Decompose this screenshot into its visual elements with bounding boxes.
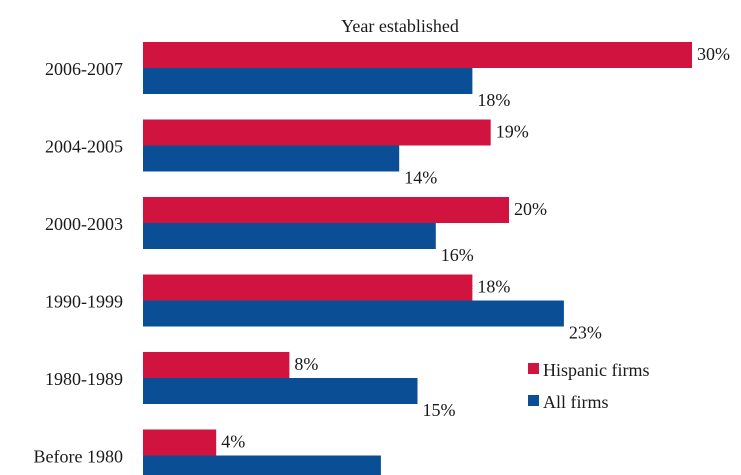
bar-all-firms-2004-2005 bbox=[143, 145, 400, 172]
data-label-hispanic-firms-1980-1989: 8% bbox=[294, 354, 318, 374]
data-label-hispanic-firms-1990-1999: 18% bbox=[477, 277, 510, 297]
legend-label-all-firms: All firms bbox=[543, 392, 609, 412]
data-label-all-firms-2000-2003: 16% bbox=[441, 245, 474, 265]
legend-swatch-hispanic-firms bbox=[528, 363, 539, 374]
data-label-all-firms-2006-2007: 18% bbox=[477, 90, 510, 110]
bar-all-firms-1990-1999 bbox=[143, 300, 564, 327]
bar-hispanic-firms-2000-2003 bbox=[143, 197, 509, 223]
chart-title: Year established bbox=[341, 16, 459, 36]
category-label-2000-2003: 2000-2003 bbox=[45, 214, 123, 234]
data-label-hispanic-firms-2000-2003: 20% bbox=[514, 199, 547, 219]
data-label-hispanic-firms-2006-2007: 30% bbox=[697, 44, 730, 64]
legend: Hispanic firms All firms bbox=[528, 360, 649, 412]
bar-all-firms-2006-2007 bbox=[143, 68, 473, 94]
category-label-before-1980: Before 1980 bbox=[34, 447, 123, 467]
bar-hispanic-firms-before-1980 bbox=[143, 429, 217, 456]
data-label-all-firms-1990-1999: 23% bbox=[569, 323, 602, 343]
bar-hispanic-firms-2004-2005 bbox=[143, 119, 491, 146]
category-label-2006-2007: 2006-2007 bbox=[45, 59, 123, 79]
bars-layer bbox=[143, 42, 692, 475]
data-label-all-firms-2004-2005: 14% bbox=[404, 168, 437, 188]
data-label-hispanic-firms-before-1980: 4% bbox=[221, 432, 245, 452]
legend-label-hispanic-firms: Hispanic firms bbox=[543, 360, 649, 380]
legend-swatch-all-firms bbox=[528, 395, 539, 406]
category-label-2004-2005: 2004-2005 bbox=[45, 137, 123, 157]
bar-all-firms-1980-1989 bbox=[143, 378, 418, 404]
bar-all-firms-before-1980 bbox=[143, 455, 381, 475]
bar-hispanic-firms-2006-2007 bbox=[143, 42, 692, 68]
labels-layer: 2006-2007 30% 18% 2004-2005 19% 14% 2000-2003 2… bbox=[34, 44, 730, 467]
data-label-all-firms-1980-1989: 15% bbox=[423, 400, 456, 420]
bar-hispanic-firms-1980-1989 bbox=[143, 352, 290, 378]
category-label-1980-1989: 1980-1989 bbox=[45, 369, 123, 389]
category-label-1990-1999: 1990-1999 bbox=[45, 292, 123, 312]
data-label-hispanic-firms-2004-2005: 19% bbox=[496, 122, 529, 142]
bar-hispanic-firms-1990-1999 bbox=[143, 274, 473, 301]
bar-all-firms-2000-2003 bbox=[143, 223, 436, 249]
